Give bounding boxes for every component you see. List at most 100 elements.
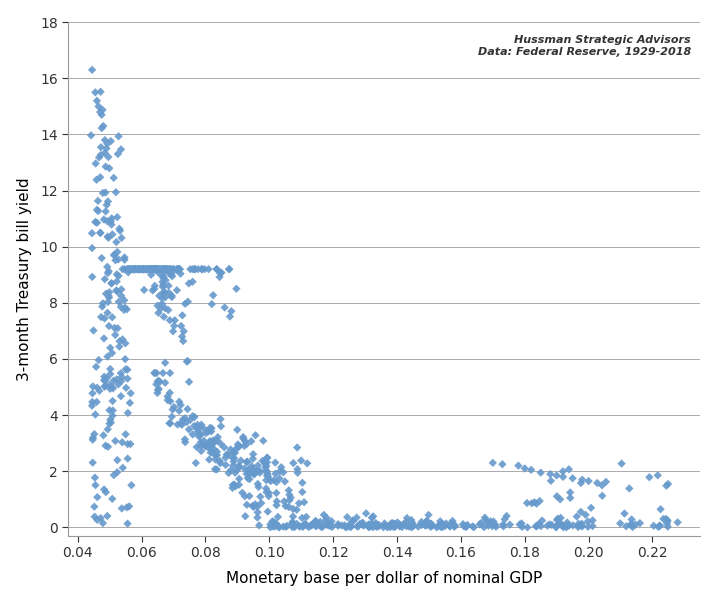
Point (90, 409, 101, 419)
Point (247, 449, 259, 459)
Point (150, 264, 161, 274)
Point (191, 424, 203, 434)
Point (160, 292, 171, 302)
Point (93, 153, 105, 162)
Point (176, 420, 188, 429)
Point (261, 467, 272, 477)
Point (152, 385, 163, 395)
Point (103, 163, 115, 173)
Point (171, 285, 183, 295)
Point (587, 521, 598, 531)
Point (129, 264, 141, 274)
Point (117, 264, 128, 274)
Point (152, 376, 163, 386)
Point (195, 441, 206, 450)
Point (87, 435, 98, 444)
Point (159, 264, 171, 274)
Point (228, 456, 239, 466)
Point (207, 436, 219, 446)
Point (151, 368, 162, 378)
Point (198, 424, 209, 434)
Point (116, 504, 128, 513)
Point (287, 517, 298, 527)
Point (210, 450, 222, 460)
Point (108, 251, 120, 260)
Point (116, 437, 128, 447)
Point (576, 519, 587, 528)
Point (313, 520, 324, 529)
Point (133, 264, 144, 274)
Point (237, 434, 249, 444)
Point (298, 497, 310, 507)
Point (237, 488, 248, 497)
Point (278, 496, 290, 506)
Point (159, 303, 171, 313)
Point (157, 282, 168, 292)
Point (158, 312, 170, 321)
Point (168, 321, 180, 330)
Point (587, 516, 599, 525)
Point (171, 265, 183, 274)
Point (291, 505, 303, 514)
Point (131, 264, 143, 274)
Point (229, 453, 240, 463)
Point (655, 505, 666, 514)
Point (305, 520, 317, 530)
Point (96, 110, 108, 119)
Point (179, 435, 191, 444)
X-axis label: Monetary base per dollar of nominal GDP: Monetary base per dollar of nominal GDP (226, 571, 542, 586)
Point (575, 478, 587, 488)
Point (576, 522, 588, 531)
Point (516, 519, 527, 528)
Point (284, 496, 295, 505)
Point (174, 406, 185, 415)
Point (176, 321, 187, 331)
Point (97, 105, 108, 115)
Point (166, 292, 178, 302)
Point (112, 149, 123, 159)
Point (260, 466, 272, 475)
Point (181, 417, 192, 427)
Point (185, 264, 196, 274)
Point (624, 484, 635, 493)
Point (562, 521, 574, 531)
Point (426, 521, 437, 531)
Point (89, 473, 100, 482)
Point (662, 516, 673, 526)
Point (467, 522, 478, 531)
Point (117, 335, 128, 344)
Point (133, 264, 145, 274)
Point (162, 396, 174, 405)
Point (158, 264, 169, 274)
Point (389, 519, 401, 528)
Point (128, 264, 139, 274)
Point (163, 281, 174, 291)
Point (346, 522, 357, 532)
Point (260, 463, 271, 472)
Point (270, 469, 281, 479)
Point (153, 264, 164, 274)
Point (146, 264, 158, 274)
Point (229, 468, 241, 478)
Point (105, 279, 117, 288)
Point (224, 312, 236, 321)
Point (148, 264, 160, 274)
Point (182, 297, 194, 306)
Point (380, 521, 391, 531)
Point (99, 274, 110, 284)
Point (285, 493, 297, 502)
Point (576, 520, 587, 530)
Point (147, 286, 158, 295)
Point (389, 521, 401, 531)
Point (133, 264, 144, 274)
Point (98, 485, 110, 494)
Point (300, 519, 311, 529)
Point (135, 264, 146, 274)
Point (112, 455, 123, 465)
Point (255, 498, 267, 508)
Point (133, 264, 144, 274)
Point (297, 522, 308, 532)
Point (386, 519, 398, 529)
Point (425, 522, 437, 532)
Point (458, 522, 470, 531)
